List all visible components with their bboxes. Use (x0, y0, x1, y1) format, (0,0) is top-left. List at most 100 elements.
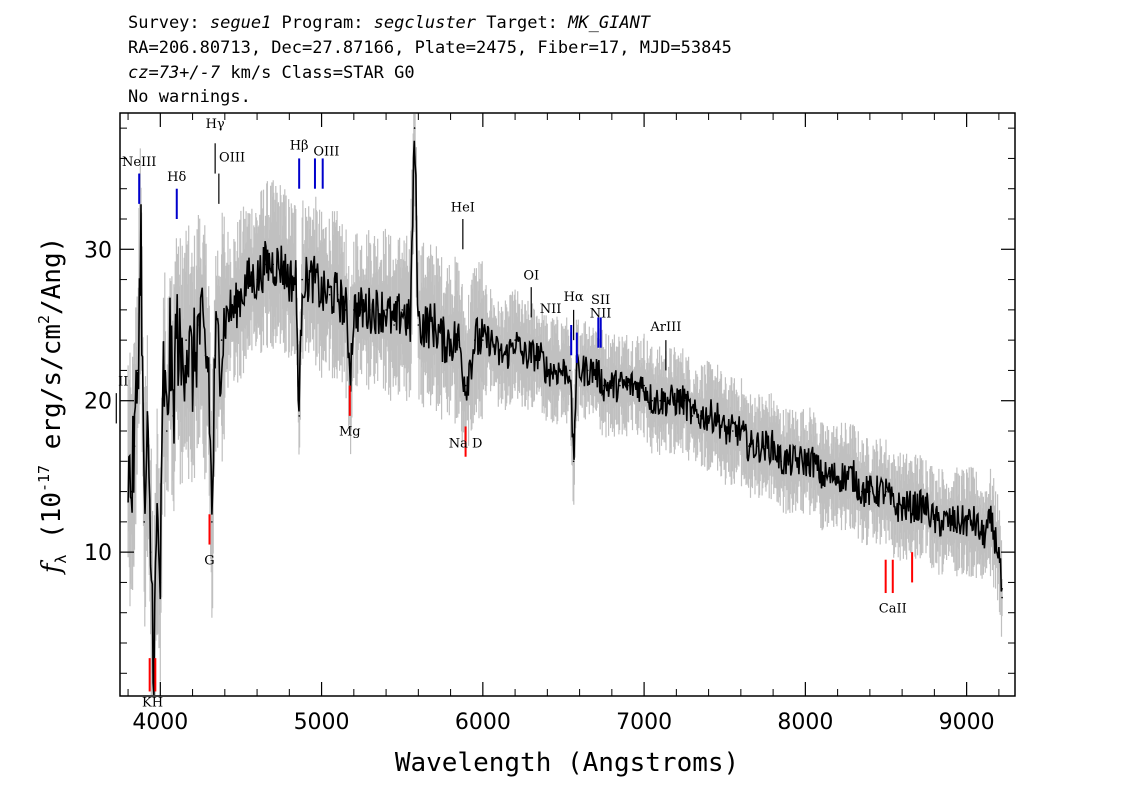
flux-point (474, 339, 476, 341)
flux-point (146, 445, 149, 447)
axes-ticks: 4000 5000 6000 7000 8000 9000 10 20 30 (84, 113, 1015, 735)
flux-point (852, 475, 855, 478)
x-tick-label: 9000 (939, 710, 995, 735)
flux-point (957, 521, 960, 523)
y-tick-label: 10 (84, 541, 112, 566)
flux-point (780, 460, 782, 463)
header-line-warnings: No warnings. (128, 87, 251, 107)
line-label: NII (540, 302, 562, 317)
flux-point (143, 521, 145, 523)
flux-point (836, 475, 839, 478)
flux-point (369, 309, 371, 311)
flux-point (498, 354, 500, 357)
line-label: NeIII (122, 155, 156, 170)
error-band-path (127, 114, 1003, 695)
flux-point (130, 490, 133, 493)
flux-point (377, 309, 379, 311)
flux-point (149, 551, 152, 553)
flux-point (401, 309, 404, 311)
flux-point (828, 475, 831, 478)
flux-point (1001, 596, 1003, 599)
flux-point (449, 339, 452, 341)
flux-point (981, 536, 984, 538)
flux-point (301, 278, 304, 281)
program-label: Program: (271, 13, 374, 33)
flux-point (933, 521, 936, 523)
flux-point (433, 324, 436, 326)
flux-point (413, 127, 416, 129)
flux-point (393, 324, 395, 326)
flux-point (522, 354, 524, 357)
flux-point (133, 445, 136, 447)
flux-point (441, 339, 444, 341)
line-label: Hα (564, 290, 584, 305)
flux-point (185, 339, 187, 341)
flux-point (990, 521, 992, 523)
y-label-end: /Ang) (37, 237, 67, 315)
line-label: OI (523, 269, 539, 284)
flux-point (336, 293, 339, 296)
flux-point (409, 324, 412, 326)
flux-point (572, 460, 575, 463)
flux-point (941, 521, 944, 523)
flux-point (227, 309, 229, 311)
header-line-coordinates: RA=206.80713, Dec=27.87166, Plate=2475, … (128, 38, 732, 58)
plot-frame (119, 112, 1016, 697)
flux-point (159, 581, 162, 584)
flux-point (140, 233, 142, 235)
flux-point (582, 369, 584, 372)
line-label: NII (590, 306, 612, 321)
flux-point (635, 384, 637, 387)
flux-point (723, 430, 726, 432)
flux-point (603, 384, 605, 387)
flux-point (506, 354, 508, 357)
flux-point (748, 445, 750, 447)
line-label: Hδ (167, 170, 186, 185)
line-label: KH (142, 696, 163, 711)
y-label-sup2: 2 (35, 315, 53, 324)
flux-point (901, 505, 903, 508)
flux-point (715, 415, 718, 417)
flux-point (211, 521, 213, 523)
flux-point (256, 278, 258, 281)
x-tick-label: 8000 (777, 710, 833, 735)
flux-point (885, 490, 887, 493)
flux-point (949, 521, 952, 523)
flux-point (619, 384, 621, 387)
line-label: Mg (339, 425, 361, 440)
flux-point (169, 339, 171, 341)
flux-point (772, 445, 774, 447)
flux-point (162, 369, 165, 372)
flux-point (490, 339, 492, 341)
flux-point (586, 369, 589, 372)
flux-point (683, 399, 686, 402)
flux-point (562, 369, 565, 372)
flux-point (877, 490, 879, 493)
class-text: km/s Class=STAR G0 (220, 63, 415, 83)
y-tick-label: 20 (84, 390, 112, 415)
survey-label: Survey: (128, 13, 210, 33)
flux-point (998, 551, 1000, 553)
flux-point (240, 293, 242, 296)
flux-point (214, 354, 216, 357)
flux-point (538, 354, 541, 357)
line-label: ArIII (649, 320, 681, 335)
flux-point (514, 339, 516, 341)
survey-value: segue1 (209, 13, 272, 33)
flux-point (675, 399, 678, 402)
y-label-sup: -17 (35, 465, 53, 492)
flux-point (659, 399, 661, 402)
flux-point (893, 505, 895, 508)
x-tick-label: 6000 (455, 710, 511, 735)
line-label: OIII (313, 144, 339, 159)
x-tick-label: 4000 (132, 710, 188, 735)
flux-point (575, 369, 578, 372)
flux-point (198, 324, 200, 326)
program-value: segcluster (373, 13, 477, 33)
redshift-value: cz=73+/-7 (128, 63, 221, 83)
flux-point (207, 369, 210, 372)
flux-point (707, 415, 710, 417)
flux-point (554, 369, 557, 372)
